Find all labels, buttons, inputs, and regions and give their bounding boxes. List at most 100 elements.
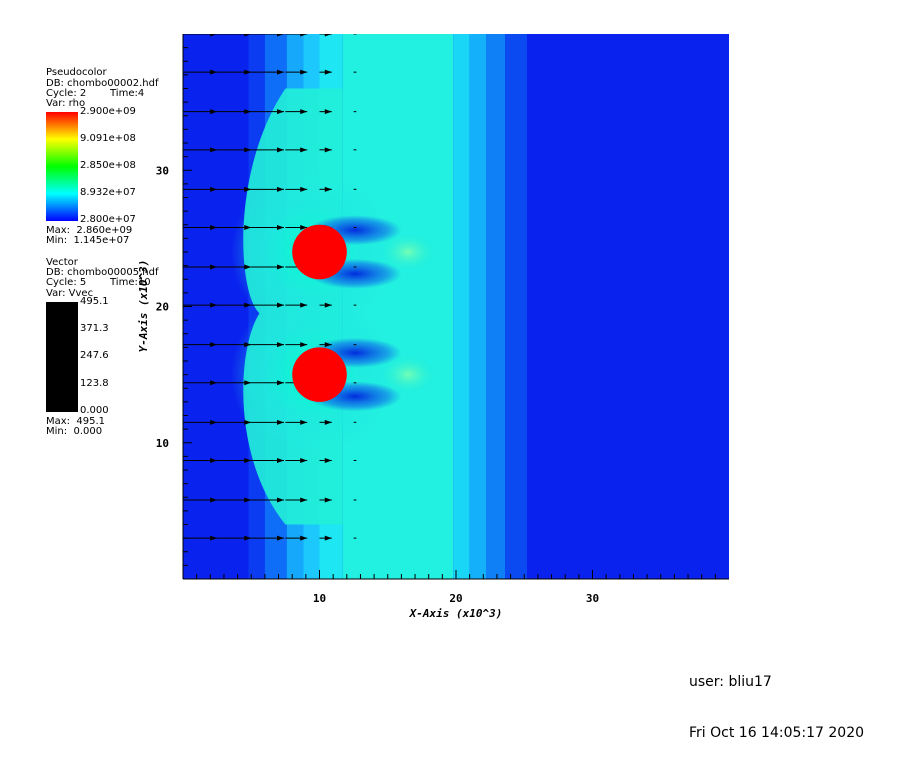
vector-arrowhead <box>244 109 252 115</box>
vector-arrowhead <box>277 302 285 308</box>
obstacle <box>292 224 347 280</box>
pseudocolor-tick-3: 8.932e+07 <box>80 187 136 198</box>
vector-arrowhead <box>244 186 252 192</box>
vector-arrowhead <box>210 380 218 386</box>
vector-arrowhead <box>244 497 252 503</box>
x-tick-label: 30 <box>586 592 599 605</box>
x-axis-label: X-Axis (x10^3) <box>409 607 503 620</box>
vector-arrowhead <box>300 419 308 425</box>
field-band <box>505 34 527 579</box>
vector-arrowhead <box>300 34 308 37</box>
vector-arrowhead <box>324 419 332 425</box>
vector-min: Min: 0.000 <box>46 426 103 437</box>
y-axis-label: Y-Axis (x10^3) <box>137 260 150 353</box>
vector-arrowhead <box>300 302 308 308</box>
field-band <box>526 34 729 579</box>
vector-arrowhead <box>210 342 218 348</box>
vector-max: Max: 495.1 <box>46 416 106 427</box>
vector-arrowhead <box>277 497 285 503</box>
vector-arrowhead <box>210 109 218 115</box>
vector-arrowhead <box>324 34 332 37</box>
footer-info: user: bliu17 Fri Oct 16 14:05:17 2020 <box>689 640 864 759</box>
vector-title: Vector <box>46 257 78 268</box>
pseudocolor-tick-4: 2.800e+07 <box>80 214 136 225</box>
vector-arrowhead <box>277 419 285 425</box>
vector-arrowhead <box>244 535 252 541</box>
vector-arrowhead <box>244 147 252 153</box>
vector-var: Var: Vvec <box>46 288 94 299</box>
vector-arrowhead <box>324 69 332 75</box>
vector-arrowhead <box>244 34 252 37</box>
field-band <box>183 34 249 579</box>
vector-arrowhead <box>277 535 285 541</box>
plot-area: 10 20 30 10 20 30 X-Axis (x10^3) Y-Axis (x10^… <box>137 34 729 620</box>
vector-arrowhead <box>210 264 218 270</box>
vector-tick-2: 247.6 <box>80 350 109 361</box>
vector-arrowhead <box>300 535 308 541</box>
vector-arrowhead <box>244 419 252 425</box>
vector-db: DB: chombo00005.hdf <box>46 267 159 278</box>
vector-tick-4: 0.000 <box>80 405 109 416</box>
vector-arrowhead <box>210 147 218 153</box>
vector-arrowhead <box>324 186 332 192</box>
vector-arrowhead <box>324 147 332 153</box>
pseudocolor-title: Pseudocolor <box>46 67 107 78</box>
vector-arrowhead <box>210 497 218 503</box>
downstream-blob <box>380 355 436 394</box>
vector-arrowhead <box>210 186 218 192</box>
footer-user: user: bliu17 <box>689 674 772 690</box>
x-tick-label: 20 <box>449 592 462 605</box>
vector-arrowhead <box>244 224 252 230</box>
pseudocolor-var: Var: rho <box>46 98 86 109</box>
vector-arrowhead <box>210 34 218 37</box>
vector-arrowhead <box>210 457 218 463</box>
y-tick-label: 30 <box>156 164 169 177</box>
field-band <box>453 34 470 579</box>
vector-arrowhead <box>277 457 285 463</box>
y-tick-label: 10 <box>156 437 169 450</box>
vector-time: Time:10 <box>110 277 151 288</box>
vector-arrowhead <box>277 380 285 386</box>
pseudocolor-colorbar <box>46 112 78 221</box>
vector-arrowhead <box>210 224 218 230</box>
vector-arrowhead <box>300 497 308 503</box>
vector-arrowhead <box>324 342 332 348</box>
vector-arrowhead <box>277 342 285 348</box>
vector-arrowhead <box>210 535 218 541</box>
vector-arrowhead <box>300 109 308 115</box>
vector-cycle: Cycle: 5 <box>46 277 87 288</box>
pseudocolor-cycle: Cycle: 2 <box>46 88 87 99</box>
vector-arrowhead <box>300 342 308 348</box>
vector-arrowhead <box>300 224 308 230</box>
vector-arrowhead <box>277 69 285 75</box>
vector-arrowhead <box>210 69 218 75</box>
vector-arrowhead <box>324 497 332 503</box>
pseudocolor-tick-0: 2.900e+09 <box>80 106 136 117</box>
vector-arrowhead <box>244 69 252 75</box>
vector-arrowhead <box>300 186 308 192</box>
vector-arrowhead <box>210 302 218 308</box>
x-tick-label: 10 <box>313 592 326 605</box>
vector-tick-0: 495.1 <box>80 296 109 307</box>
obstacle <box>292 347 347 402</box>
vector-arrowhead <box>277 147 285 153</box>
field-band <box>469 34 487 579</box>
vector-colorbar <box>46 302 78 412</box>
footer-timestamp: Fri Oct 16 14:05:17 2020 <box>689 725 865 741</box>
downstream-blob <box>380 232 436 272</box>
vector-arrowhead <box>324 302 332 308</box>
vector-tick-1: 371.3 <box>80 323 109 334</box>
vector-arrowhead <box>277 224 285 230</box>
vector-arrowhead <box>277 186 285 192</box>
pseudocolor-tick-2: 2.850e+08 <box>80 160 136 171</box>
vector-arrowhead <box>277 109 285 115</box>
vector-arrowhead <box>300 69 308 75</box>
pseudocolor-min: Min: 1.145e+07 <box>46 235 130 246</box>
vector-arrowhead <box>300 147 308 153</box>
vector-arrowhead <box>300 457 308 463</box>
vector-arrowhead <box>244 380 252 386</box>
vector-tick-3: 123.8 <box>80 378 109 389</box>
vector-arrowhead <box>277 264 285 270</box>
field-band <box>486 34 506 579</box>
pseudocolor-db: DB: chombo00002.hdf <box>46 78 159 89</box>
